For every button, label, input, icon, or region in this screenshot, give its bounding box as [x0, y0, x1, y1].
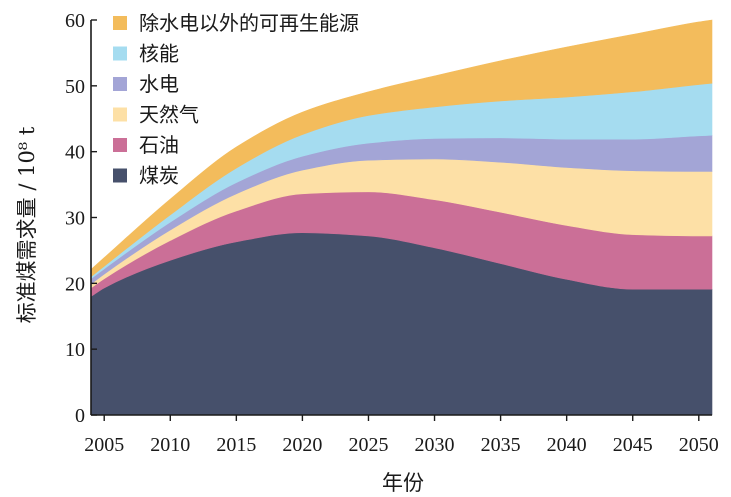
- legend-swatch: [113, 46, 127, 61]
- legend-swatch: [113, 107, 127, 122]
- x-tick-label: 2050: [679, 434, 719, 456]
- x-tick-label: 2010: [150, 434, 190, 456]
- legend-swatch: [113, 168, 127, 183]
- y-tick-label: 60: [65, 10, 85, 32]
- legend-label: 水电: [139, 72, 179, 96]
- legend-label: 石油: [139, 133, 179, 157]
- legend-swatch: [113, 16, 127, 30]
- y-tick-label: 10: [65, 339, 85, 361]
- legend-label: 煤炭: [139, 164, 179, 188]
- legend-label: 除水电以外的可再生能源: [139, 11, 359, 35]
- y-tick-label: 50: [65, 76, 85, 98]
- legend-swatch: [113, 138, 127, 152]
- x-tick-label: 2020: [282, 434, 322, 456]
- y-tick-label: 30: [65, 208, 85, 230]
- legend-swatch: [113, 77, 127, 91]
- x-tick-label: 2005: [84, 434, 124, 456]
- x-tick-label: 2040: [547, 434, 587, 456]
- x-tick-label: 2030: [415, 434, 455, 456]
- legend-label: 天然气: [139, 103, 199, 127]
- legend-label: 核能: [139, 42, 179, 66]
- y-tick-label: 0: [75, 405, 85, 427]
- x-tick-label: 2045: [613, 434, 653, 456]
- x-tick-label: 2015: [216, 434, 256, 456]
- x-tick-label: 2025: [348, 434, 388, 456]
- x-axis-label: 年份: [382, 471, 424, 495]
- area-series-group: [90, 19, 713, 416]
- area-series-6: [90, 19, 713, 278]
- y-tick-label: 40: [65, 142, 85, 164]
- y-axis-ticks: 0 10 20 30 40 50 60: [65, 10, 97, 427]
- x-axis-ticks: 2005 2010 2015 2020 2025 2030 2035 2040 2045 2050: [84, 415, 719, 456]
- x-tick-label: 2035: [481, 434, 521, 456]
- y-tick-label: 20: [65, 273, 85, 295]
- y-axis-label: 标准煤需求量 / 10⁸ t: [15, 126, 39, 323]
